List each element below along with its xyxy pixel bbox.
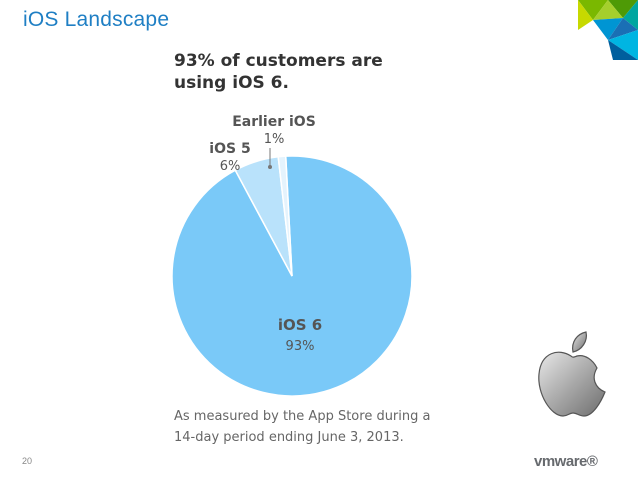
slice-label-earlier-ios: Earlier iOS bbox=[232, 114, 316, 130]
slice-value-earlier-ios: 1% bbox=[264, 132, 285, 147]
vmware-logo: vmware® bbox=[534, 453, 598, 470]
headline-line-2: using iOS 6. bbox=[174, 73, 289, 93]
pie-slices bbox=[171, 155, 413, 397]
footnote-line-2: 14-day period ending June 3, 2013. bbox=[174, 430, 404, 445]
slice-value-ios-6: 93% bbox=[286, 339, 315, 354]
pie-slice-earlier-ios bbox=[277, 155, 293, 277]
earlier-ios-leader-dot bbox=[268, 165, 272, 169]
apple-logo-icon bbox=[538, 331, 606, 417]
headline: 93% of customers are using iOS 6. bbox=[174, 50, 434, 94]
slide-title: iOS Landscape bbox=[23, 8, 170, 31]
footnote-line-1: As measured by the App Store during a bbox=[174, 409, 431, 424]
footnote: As measured by the App Store during a 14… bbox=[174, 406, 474, 448]
slice-label-ios-6: iOS 6 bbox=[278, 316, 322, 334]
vmware-corner-mosaic-icon bbox=[578, 0, 638, 60]
slice-value-ios-5: 6% bbox=[220, 159, 241, 174]
headline-line-1: 93% of customers are bbox=[174, 51, 383, 71]
slice-label-ios-5: iOS 5 bbox=[209, 141, 250, 157]
page-number: 20 bbox=[22, 456, 33, 466]
